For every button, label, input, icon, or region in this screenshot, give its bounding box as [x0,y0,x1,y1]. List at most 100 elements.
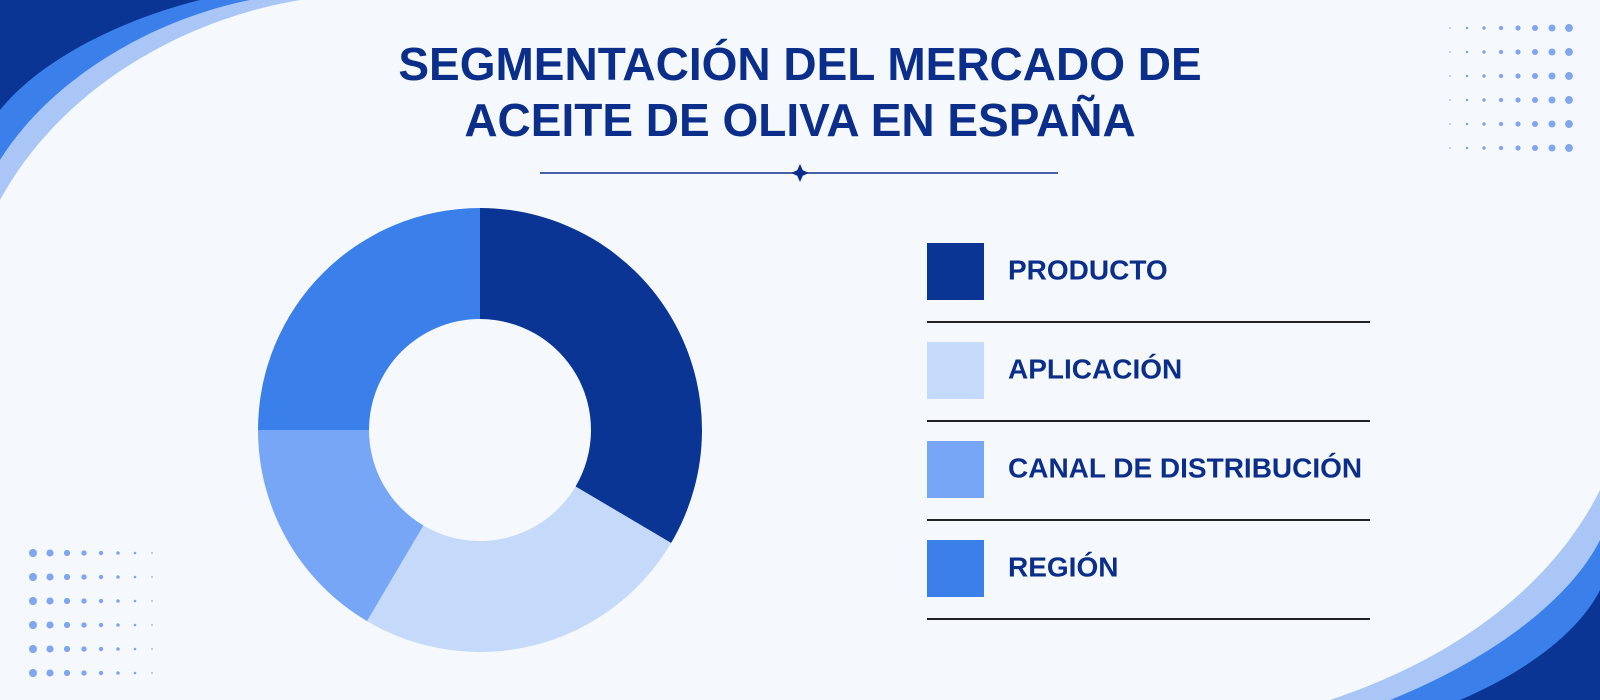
dot [1548,48,1556,56]
dot [29,573,37,581]
dot [1531,144,1539,152]
dot [1531,120,1539,128]
dot [81,646,87,652]
dot [1465,122,1469,126]
dot [63,549,71,557]
dot [133,575,137,579]
dot [1498,97,1504,103]
dot [1565,96,1573,104]
dot [1531,96,1539,104]
dot [1498,121,1504,127]
dot [133,551,137,555]
dot [29,645,37,653]
legend-swatch [927,243,984,300]
dot [98,646,104,652]
dot [98,622,104,628]
dot [81,670,87,676]
dot [116,599,120,603]
dot [1515,121,1521,127]
dot [1531,24,1539,32]
dot [1548,96,1556,104]
dot [133,623,137,627]
dot [81,598,87,604]
dot [133,599,137,603]
dot [46,645,54,653]
dot [63,573,71,581]
dot [46,669,54,677]
dot [1548,72,1556,80]
dot [1465,146,1469,150]
dot [1449,147,1451,149]
dot [1531,72,1539,80]
dot [98,550,104,556]
dot [1482,50,1486,54]
dot [1449,123,1451,125]
dot [1515,145,1521,151]
dot [1482,26,1486,30]
dot [1565,24,1573,32]
dot [29,669,37,677]
dot [81,574,87,580]
dot [1565,144,1573,152]
legend-label: PRODUCTO [1008,254,1168,285]
corner-wave [1460,590,1600,700]
dot [1449,75,1451,77]
legend: PRODUCTO APLICACIÓN CANAL DE DISTRIBUCIÓN R… [927,243,1370,620]
dot [46,573,54,581]
chart-title: SEGMENTACIÓN DEL MERCADO DE [398,38,1201,90]
dot [46,621,54,629]
dot [81,622,87,628]
dot-pattern [29,24,1573,677]
legend-label: CANAL DE DISTRIBUCIÓN [1008,452,1362,483]
dot [63,669,71,677]
dot [151,600,153,602]
dot [46,549,54,557]
donut-slice [258,208,480,430]
dot [81,550,87,556]
dot [1498,25,1504,31]
dot [116,575,120,579]
legend-label: APLICACIÓN [1008,353,1182,384]
dot [1465,98,1469,102]
legend-swatch [927,441,984,498]
dot [133,647,137,651]
dot [29,621,37,629]
dot [1465,74,1469,78]
dot [1498,145,1504,151]
dot [1515,25,1521,31]
dot [133,671,137,675]
donut-chart [258,208,702,652]
dot [1449,99,1451,101]
dot [98,574,104,580]
dot [1465,26,1469,30]
dot [151,672,153,674]
dot [1482,74,1486,78]
dot [98,670,104,676]
dot [116,623,120,627]
dot [1449,51,1451,53]
dot [151,576,153,578]
dot [1548,120,1556,128]
dot [63,645,71,653]
legend-label: REGIÓN [1008,551,1118,582]
dot [1515,97,1521,103]
legend-swatch [927,540,984,597]
dot [63,621,71,629]
dot [1515,73,1521,79]
dot [151,624,153,626]
dot [98,598,104,604]
dot [1465,50,1469,54]
dot [1565,120,1573,128]
dot [1482,146,1486,150]
dot [1498,49,1504,55]
dot [1531,48,1539,56]
dot [1565,72,1573,80]
dot [116,671,120,675]
dot [1482,122,1486,126]
legend-swatch [927,342,984,399]
donut-slice [258,430,424,622]
corner-wave [0,0,200,110]
dot [29,597,37,605]
divider-ornament [791,164,809,182]
